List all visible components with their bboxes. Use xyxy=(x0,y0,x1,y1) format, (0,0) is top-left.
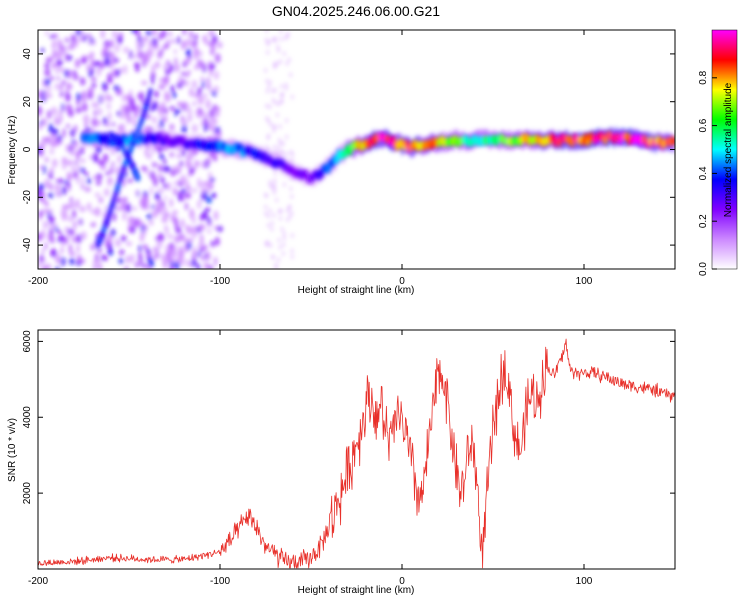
spectrogram-ytick-label: 40 xyxy=(22,48,33,60)
colorbar: 0.0 0.2 0.4 0.6 0.8 Normalized spectral ampl… xyxy=(698,29,738,276)
colorbar-tick-label: 0.0 xyxy=(698,262,709,276)
branch-group xyxy=(95,87,153,249)
snr-ytick-label: 2000 xyxy=(22,482,33,505)
snr-ylabel: SNR (10 * v/v) xyxy=(7,418,18,482)
spectrogram-ytick-label: -40 xyxy=(22,237,33,252)
snr-ytick-label: 4000 xyxy=(22,406,33,429)
colorbar-tick-label: 0.2 xyxy=(698,214,709,228)
spectrogram-ytick-label: 0 xyxy=(22,146,33,152)
snr-xlabel: Height of straight line (km) xyxy=(298,585,415,596)
spectrogram-ytick-label: 20 xyxy=(22,96,33,108)
snr-ticks: -200 -100 0 100 2000 4000 6000 xyxy=(22,330,675,587)
snr-series-line xyxy=(38,338,675,569)
spectrogram-xtick-label: 0 xyxy=(399,276,405,287)
snr-frame xyxy=(37,329,676,570)
spectrogram-heat-layer xyxy=(38,30,675,269)
spectrogram-xtick-label: -100 xyxy=(210,276,230,287)
snr-xtick-label: -200 xyxy=(28,576,48,587)
spectrogram-ylabel: Frequency (Hz) xyxy=(7,116,18,185)
snr-xtick-label: 0 xyxy=(399,576,405,587)
colorbar-ticks: 0.0 0.2 0.4 0.6 0.8 xyxy=(698,70,717,276)
snr-plot-area xyxy=(38,330,675,569)
spectrogram-xtick-label: 100 xyxy=(576,276,593,287)
snr-ytick-label: 6000 xyxy=(22,330,33,353)
spectrogram-ytick-label: -20 xyxy=(22,190,33,205)
colorbar-tick-label: 0.4 xyxy=(698,166,709,180)
colorbar-tick-label: 0.6 xyxy=(698,118,709,132)
snr-xtick-label: -100 xyxy=(210,576,230,587)
spectrogram-xtick-label: -200 xyxy=(28,276,48,287)
colorbar-label: Normalized spectral amplitude xyxy=(723,82,734,217)
chart-title: GN04.2025.246.06.00.G21 xyxy=(272,3,440,19)
spectrogram-xlabel: Height of straight line (km) xyxy=(298,285,415,296)
snr-panel: -200 -100 0 100 2000 4000 6000 Height of strai… xyxy=(7,329,676,596)
snr-xtick-label: 100 xyxy=(576,576,593,587)
colorbar-gradient xyxy=(711,29,738,270)
colorbar-tick-label: 0.8 xyxy=(698,70,709,84)
